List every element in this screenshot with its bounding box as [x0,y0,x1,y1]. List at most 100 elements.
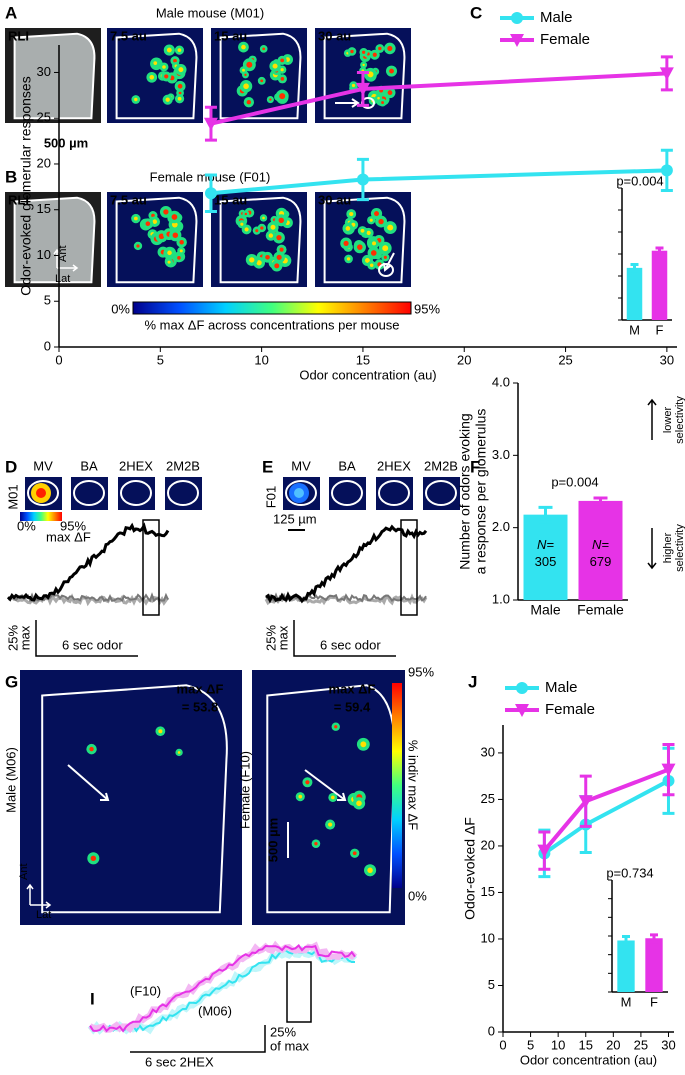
x-tick-label: 15 [356,352,370,367]
glomerulus-core [334,725,338,729]
glomerulus-core [377,96,380,100]
y-tick-label: 25 [481,791,495,806]
y-tick-label: 0 [44,338,51,353]
bulb-outline [115,196,198,284]
legend-label: Male [545,679,578,696]
bar [626,267,643,320]
glomerulus-core [272,63,278,69]
n-prefix: N= [537,537,554,552]
glomerulus-core [179,249,183,253]
scale-label: 500 µm [44,135,88,150]
glomerulus-core [276,254,282,260]
y-axis-label: Odor-evoked ΔF [462,817,478,920]
x-tick-label: 25 [558,352,572,367]
glomerulus-core [387,45,393,52]
glomerulus-core [383,255,387,259]
x-tick-label: F [656,322,664,337]
orientation-label: Lat [36,909,51,921]
glomerulus-core [244,73,247,77]
trace-label: (M06) [198,1003,232,1018]
tile-label: RLI [8,28,29,43]
p-value: p=0.734 [606,865,653,880]
marker [659,67,674,81]
glomerulus-core [352,851,357,856]
y-tick-label: 15 [37,201,51,216]
glomerulus-core [246,61,253,68]
glomerulus-core [362,63,365,67]
odor-label: MV [291,458,311,473]
tile-label: RLI [8,192,29,207]
y-tick-label: 5 [488,977,495,992]
glomerulus-core [167,260,171,264]
response-core [36,488,46,498]
axes-arrows [26,883,52,909]
response-trace [265,524,428,604]
glomerulus-core [262,216,265,220]
glomerulus-core [89,746,94,752]
heatmap-image [315,192,411,287]
glomerulus-core [372,52,377,57]
orientation-label: Ant [18,863,30,880]
glomerulus-core [349,211,354,217]
glomerulus-core [244,227,249,232]
panel-letter: C [470,3,482,22]
x-tick-label: 15 [579,1037,593,1052]
glomerulus-core [164,74,169,79]
tile-label: 30 au [318,28,351,43]
glomerulus-core [356,800,362,807]
n-value: 679 [590,554,612,569]
panel-letter: B [5,167,17,186]
response-window [286,961,312,1023]
glomerulus-core [158,729,163,734]
p-value: p=0.004 [551,474,598,489]
x-tick-label: 0 [55,352,62,367]
roi [378,480,410,506]
glomerulus-core [298,794,303,799]
panel-title: Male mouse (M01) [156,5,264,20]
x-tick-label: Male [530,602,561,618]
marker [510,34,524,47]
glomerulus-core [278,217,284,224]
glomerulus-core [255,229,259,233]
x-tick-label: 5 [157,352,164,367]
error-bar [650,933,658,944]
glomerulus-core [280,77,285,81]
scale-label: 25% [5,625,20,651]
glomerulus-core [260,79,264,83]
glomerulus-core [367,71,374,78]
bar [617,940,635,992]
glomerulus-core [265,254,270,260]
glomerulus-core [280,68,284,72]
max-value: = 53.8 [182,699,219,714]
tile-label: 30 au [318,192,351,207]
glomerulus-core [280,58,285,63]
glomerulus-core [166,47,172,53]
error-bar [655,246,664,255]
p-value: p=0.004 [616,173,663,188]
y-tick-label: 20 [481,837,495,852]
error-bar [593,496,608,506]
response-trace [6,522,170,602]
colorbar-max: 95% [408,664,434,679]
x-tick-label: 25 [634,1037,648,1052]
glomerulus-core [246,100,252,105]
colorbar-min: 0% [17,518,36,533]
glomerulus-core [134,97,138,102]
glomerulus-core [387,90,393,96]
roi [378,263,394,277]
glomerulus-core [172,232,179,238]
glomerulus-core [374,211,379,217]
glomerulus-core [90,855,97,862]
heatmap-image [20,670,242,925]
glomerulus-core [362,50,366,54]
glomerulus-core [350,49,354,54]
error-bar [538,505,553,524]
glomerulus-core [357,244,363,250]
glomerulus-core [346,257,351,261]
glomerulus-core [149,74,155,80]
glomerulus-core [314,841,318,846]
x-tick-label: 0 [499,1037,506,1052]
glomerulus-core [387,224,394,231]
bulb-outline [219,32,302,120]
